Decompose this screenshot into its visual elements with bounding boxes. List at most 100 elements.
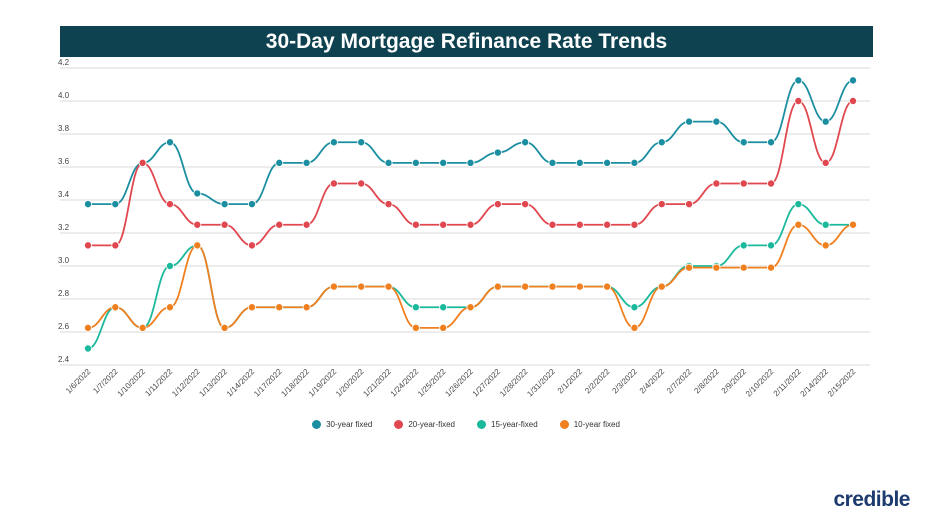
data-point (603, 158, 612, 167)
y-tick-label: 3.8 (58, 124, 70, 133)
data-point (275, 220, 284, 229)
data-point (630, 323, 639, 332)
legend-label: 15-year-fixed (491, 420, 538, 429)
data-point (821, 220, 830, 229)
data-point (548, 282, 557, 291)
x-tick-label: 2/2/2022 (583, 367, 612, 396)
legend-item[interactable]: 20-year-fixed (394, 420, 455, 429)
x-tick-label: 1/26/2022 (443, 367, 475, 399)
data-point (411, 323, 420, 332)
x-tick-label: 1/17/2022 (252, 367, 284, 399)
y-tick-label: 4.2 (58, 58, 70, 67)
x-tick-label: 1/31/2022 (525, 367, 557, 399)
y-tick-label: 4.0 (58, 91, 70, 100)
x-tick-label: 2/10/2022 (744, 367, 776, 399)
x-tick-label: 2/14/2022 (799, 367, 831, 399)
data-point (165, 261, 174, 270)
x-tick-label: 2/8/2022 (692, 367, 721, 396)
data-point (138, 158, 147, 167)
data-point (329, 282, 338, 291)
data-point (657, 282, 666, 291)
data-point (439, 303, 448, 312)
data-point (630, 158, 639, 167)
data-point (794, 97, 803, 106)
x-tick-label: 2/7/2022 (665, 367, 694, 396)
data-point (821, 117, 830, 126)
data-point (111, 200, 120, 209)
x-tick-label: 1/12/2022 (170, 367, 202, 399)
y-tick-label: 3.6 (58, 157, 70, 166)
data-point (794, 200, 803, 209)
data-point (329, 179, 338, 188)
x-tick-label: 1/18/2022 (279, 367, 311, 399)
legend-item[interactable]: 30-year fixed (312, 420, 372, 429)
series-line-0 (88, 79, 854, 206)
data-point (247, 303, 256, 312)
data-point (685, 117, 694, 126)
data-point (357, 282, 366, 291)
x-tick-label: 1/25/2022 (416, 367, 448, 399)
data-point (521, 282, 530, 291)
chart-title: 30-Day Mortgage Refinance Rate Trends (60, 26, 873, 57)
data-point (384, 158, 393, 167)
data-point (493, 148, 502, 157)
data-point (302, 158, 311, 167)
data-point (739, 179, 748, 188)
x-tick-label: 1/21/2022 (361, 367, 393, 399)
data-point (767, 241, 776, 250)
data-point (220, 200, 229, 209)
data-point (439, 220, 448, 229)
x-tick-label: 1/10/2022 (116, 367, 148, 399)
data-point (685, 263, 694, 272)
y-tick-label: 3.2 (58, 223, 70, 232)
legend-marker-icon (394, 420, 404, 429)
series-line-3 (87, 223, 854, 329)
data-point (165, 303, 174, 312)
data-point (165, 200, 174, 209)
x-tick-label: 2/1/2022 (556, 367, 585, 396)
data-point (220, 220, 229, 229)
legend-marker-icon (477, 420, 486, 429)
data-point (685, 200, 694, 209)
data-point (411, 220, 420, 229)
data-point (767, 179, 776, 188)
data-point (439, 323, 448, 332)
legend-item[interactable]: 15-year-fixed (477, 420, 538, 429)
data-point (84, 241, 93, 250)
data-point (411, 303, 420, 312)
data-point (521, 138, 530, 147)
x-tick-label: 2/3/2022 (610, 367, 639, 396)
data-point (739, 263, 748, 272)
x-tick-label: 1/14/2022 (225, 367, 257, 399)
data-point (548, 220, 557, 229)
data-point (794, 76, 803, 85)
legend-label: 10-year fixed (573, 420, 620, 429)
y-tick-label: 3.0 (58, 256, 70, 265)
data-point (712, 179, 721, 188)
data-point (247, 200, 256, 209)
data-point (111, 303, 120, 312)
legend-marker-icon (559, 420, 569, 429)
data-point (302, 220, 311, 229)
legend-marker-icon (312, 420, 322, 429)
data-point (575, 158, 584, 167)
data-point (329, 138, 338, 147)
data-point (411, 158, 420, 167)
x-tick-label: 2/15/2022 (826, 367, 858, 399)
data-point (767, 263, 776, 272)
data-point (84, 344, 93, 353)
data-point (849, 97, 858, 106)
data-point (384, 282, 393, 291)
legend-label: 30-year fixed (326, 420, 373, 429)
data-point (575, 282, 584, 291)
data-point (439, 158, 448, 167)
data-point (603, 282, 612, 291)
x-tick-label: 2/4/2022 (638, 367, 667, 396)
data-point (521, 200, 530, 209)
data-point (657, 200, 666, 209)
legend-item[interactable]: 10-year fixed (559, 420, 620, 429)
data-point (193, 241, 202, 250)
data-point (275, 303, 284, 312)
data-point (466, 158, 475, 167)
y-tick-label: 2.4 (58, 355, 70, 364)
